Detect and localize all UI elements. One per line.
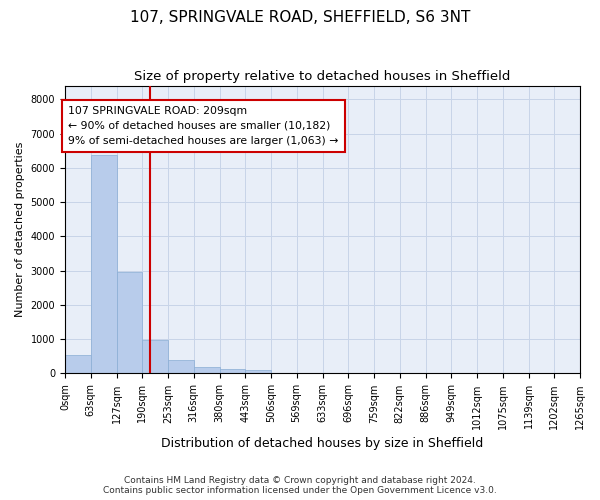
Bar xyxy=(142,340,168,374)
Bar xyxy=(65,354,91,374)
Text: Contains HM Land Registry data © Crown copyright and database right 2024.
Contai: Contains HM Land Registry data © Crown c… xyxy=(103,476,497,495)
Text: 107 SPRINGVALE ROAD: 209sqm
← 90% of detached houses are smaller (10,182)
9% of : 107 SPRINGVALE ROAD: 209sqm ← 90% of det… xyxy=(68,106,338,146)
Title: Size of property relative to detached houses in Sheffield: Size of property relative to detached ho… xyxy=(134,70,511,83)
Bar xyxy=(194,368,220,374)
Text: 107, SPRINGVALE ROAD, SHEFFIELD, S6 3NT: 107, SPRINGVALE ROAD, SHEFFIELD, S6 3NT xyxy=(130,10,470,25)
Bar xyxy=(116,272,142,374)
Bar xyxy=(168,360,194,374)
Bar xyxy=(220,370,245,374)
X-axis label: Distribution of detached houses by size in Sheffield: Distribution of detached houses by size … xyxy=(161,437,484,450)
Bar xyxy=(91,155,116,374)
Y-axis label: Number of detached properties: Number of detached properties xyxy=(15,142,25,317)
Bar xyxy=(245,370,271,374)
